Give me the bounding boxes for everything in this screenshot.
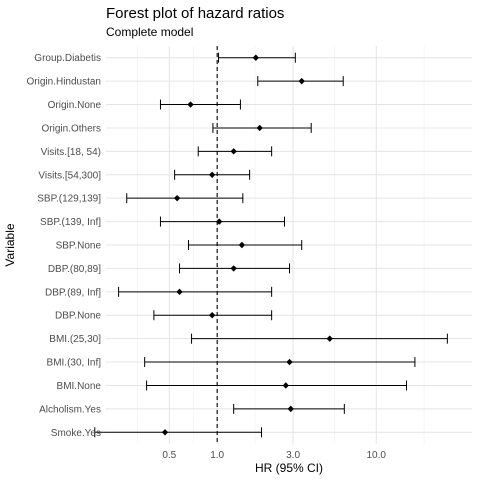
x-tick-label: 0.5 <box>162 450 176 461</box>
y-tick-label: SBP.(139, Inf] <box>40 217 101 228</box>
y-tick-label: SBP.(129,139] <box>37 194 101 205</box>
y-tick-label: BMI.None <box>57 381 102 392</box>
y-axis-title: Variable <box>3 223 17 266</box>
y-tick-label: Origin.Hindustan <box>27 77 101 88</box>
x-tick-label: 1.0 <box>210 450 224 461</box>
chart-subtitle: Complete model <box>106 25 193 39</box>
y-tick-label: Alcholism.Yes <box>39 404 101 415</box>
y-tick-label: Smoke.Yes <box>51 428 101 439</box>
y-tick-label: Visits.[54,300] <box>38 170 101 181</box>
y-tick-label: Group.Diabetis <box>34 53 101 64</box>
y-tick-label: DBP.(89, Inf] <box>45 287 101 298</box>
y-tick-label: Origin.Others <box>42 123 101 134</box>
y-tick-label: BMI.(30, Inf] <box>47 358 102 369</box>
y-tick-label: Visits.[18, 54) <box>41 147 101 158</box>
x-tick-label: 3.0 <box>286 450 300 461</box>
x-axis-title: HR (95% CI) <box>255 461 323 475</box>
y-tick-label: DBP.None <box>55 311 101 322</box>
chart-title: Forest plot of hazard ratios <box>106 5 284 22</box>
y-tick-label: BMI.(25,30] <box>49 334 101 345</box>
y-tick-label: SBP.None <box>56 241 102 252</box>
x-tick-label: 10.0 <box>367 450 387 461</box>
y-tick-label: Origin.None <box>48 100 102 111</box>
y-tick-label: DBP.(80,89] <box>48 264 101 275</box>
